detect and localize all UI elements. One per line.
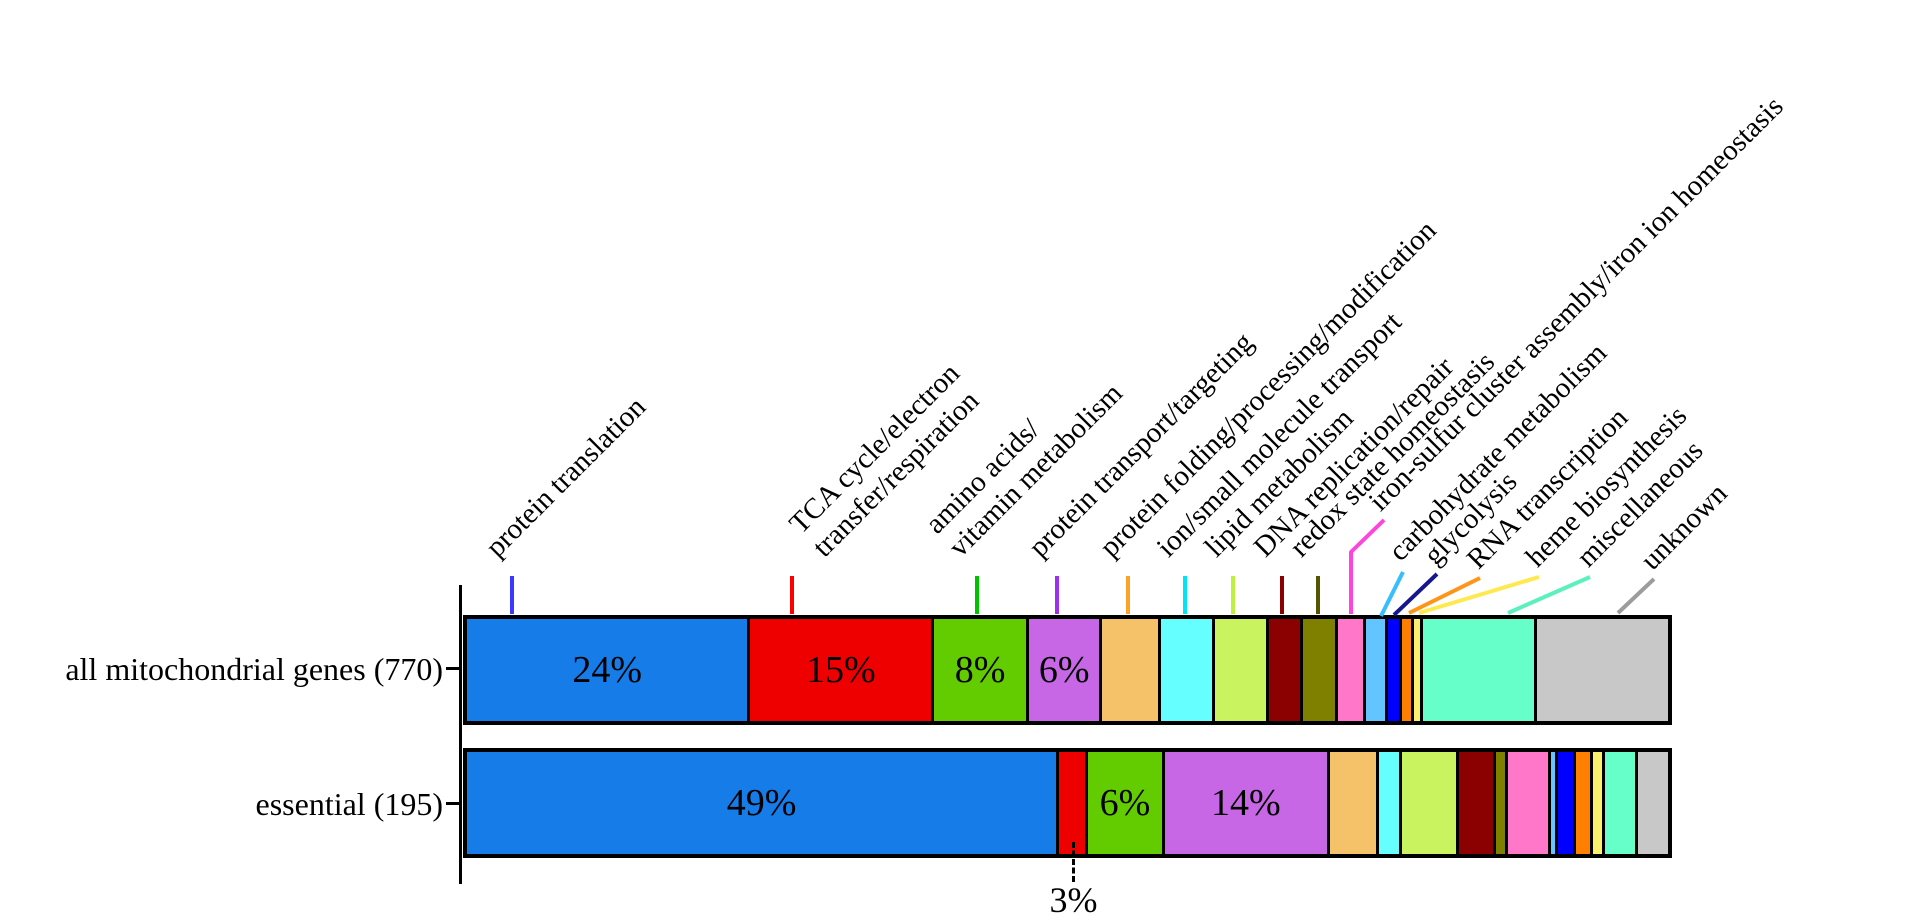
bar-segment-protein-folding-processing-modification	[1102, 619, 1162, 721]
bar-segment-unknown	[1536, 619, 1668, 721]
bar-segment-lipid-metabolism	[1402, 752, 1459, 854]
bar-segment-protein-transport-targeting: 6%	[1029, 619, 1103, 721]
bar-segment-miscellaneous	[1605, 752, 1638, 854]
category-tick-protein-translation	[510, 576, 514, 614]
bar-segment-rna-transcription	[1402, 619, 1415, 721]
leader-line-rna-transcription	[1408, 576, 1481, 615]
category-tick-amino-acids-vitamin-metabolism	[975, 576, 979, 614]
category-tick-ion-small-molecule-transport	[1183, 576, 1187, 614]
bar-segment-ion-small-molecule-transport	[1379, 752, 1402, 854]
leader-line-glycolysis	[1392, 572, 1439, 617]
category-tick-tca-cycle-electron-transfer-respiration	[790, 576, 794, 614]
category-tick-protein-transport-targeting	[1055, 576, 1059, 614]
segment-value-label: 6%	[1038, 649, 1090, 691]
bar-segment-carbohydrate-metabolism	[1366, 619, 1389, 721]
segment-value-label: 24%	[572, 649, 643, 691]
category-tick-dna-replication-repair	[1280, 576, 1284, 614]
leader-line-carbohydrate-metabolism	[1379, 571, 1405, 617]
callout-value-label: 3%	[1049, 880, 1098, 920]
bar-segment-glycolysis	[1388, 619, 1403, 721]
y-axis-line	[459, 585, 462, 884]
bar-segment-iron-sulfur-cluster-assembly-iron-ion-homeostasis	[1507, 752, 1552, 854]
bar-segment-tca-cycle-electron-transfer-respiration: 15%	[750, 619, 935, 721]
bar-segment-protein-translation: 49%	[467, 752, 1060, 854]
leader-line-iron-sulfur-cluster-assembly-iron-ion-homeostasis	[1349, 518, 1386, 614]
bar-segment-redox-state-homeostasis	[1302, 619, 1338, 721]
leader-line-heme-biosynthesis	[1418, 575, 1540, 615]
bar-segment-iron-sulfur-cluster-assembly-iron-ion-homeostasis	[1337, 619, 1367, 721]
bar-segment-glycolysis	[1558, 752, 1577, 854]
bar-all-mitochondrial-genes: 24% 15% 8% 6%	[463, 615, 1672, 725]
leader-line-miscellaneous	[1507, 575, 1591, 615]
segment-value-label: 6%	[1099, 782, 1151, 824]
bar-segment-protein-transport-targeting: 14%	[1164, 752, 1330, 854]
bar-segment-heme-biosynthesis	[1414, 619, 1423, 721]
bar-segment-protein-translation: 24%	[467, 619, 751, 721]
bar-segment-lipid-metabolism	[1215, 619, 1270, 721]
bar-segment-protein-folding-processing-modification	[1329, 752, 1380, 854]
bar-segment-amino-acids-vitamin-metabolism: 8%	[934, 619, 1030, 721]
leader-line-unknown	[1616, 577, 1656, 615]
row-label-essential: essential (195)	[255, 786, 444, 822]
row-tick-all-genes	[446, 667, 460, 670]
bar-segment-heme-biosynthesis	[1593, 752, 1606, 854]
category-tick-lipid-metabolism	[1231, 576, 1235, 614]
bar-segment-dna-replication-repair	[1269, 619, 1303, 721]
segment-value-label: 49%	[726, 782, 797, 824]
bar-segment-rna-transcription	[1576, 752, 1594, 854]
bar-segment-carbohydrate-metabolism	[1551, 752, 1559, 854]
bar-essential: 49% 6% 14%	[463, 748, 1672, 858]
bar-segment-unknown	[1637, 752, 1668, 854]
bar-segment-ion-small-molecule-transport	[1161, 619, 1216, 721]
category-tick-protein-folding-processing-modification	[1126, 576, 1130, 614]
row-label-all-genes: all mitochondrial genes (770)	[65, 651, 443, 687]
callout-dashed-line	[1072, 842, 1076, 882]
bar-segment-dna-replication-repair	[1458, 752, 1496, 854]
row-tick-essential	[446, 802, 460, 805]
bar-segment-redox-state-homeostasis	[1495, 752, 1508, 854]
segment-value-label: 14%	[1211, 782, 1281, 824]
bar-segment-miscellaneous	[1422, 619, 1537, 721]
bar-segment-tca-cycle-electron-transfer-respiration	[1059, 752, 1088, 854]
category-tick-redox-state-homeostasis	[1316, 576, 1320, 614]
segment-value-label: 8%	[954, 649, 1006, 691]
bar-segment-amino-acids-vitamin-metabolism: 6%	[1087, 752, 1165, 854]
segment-value-label: 15%	[805, 649, 876, 691]
